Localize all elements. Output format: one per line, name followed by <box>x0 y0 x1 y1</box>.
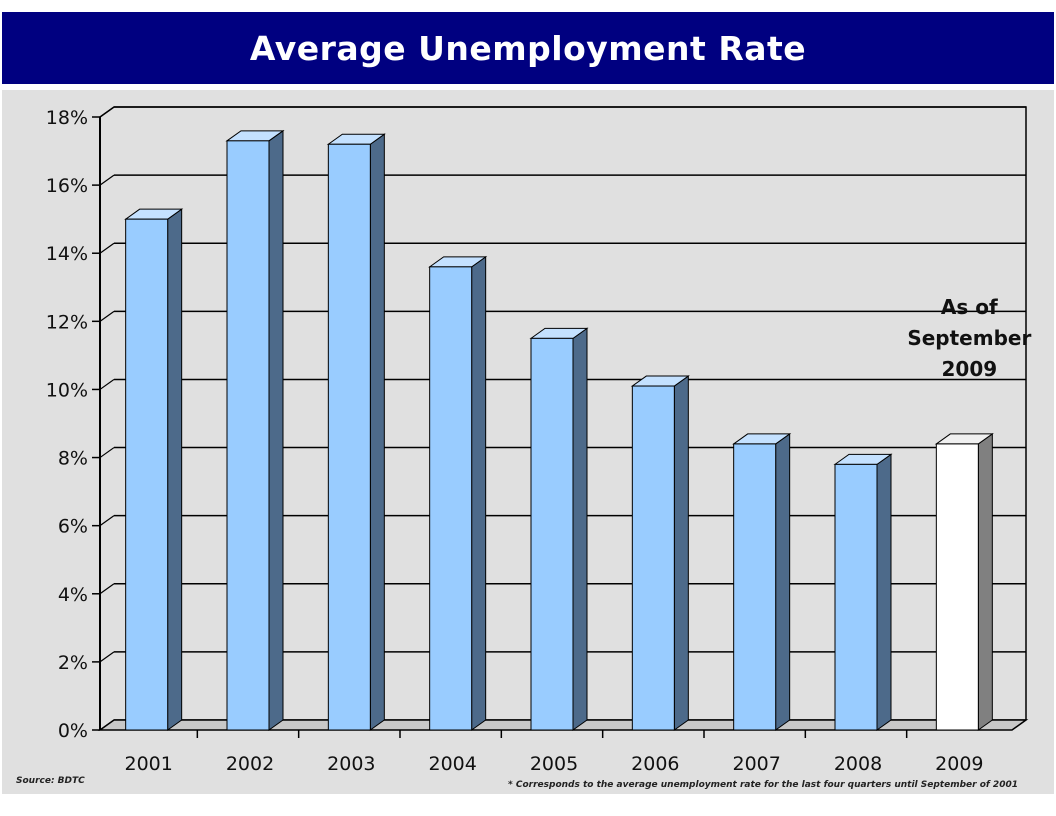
bar-2002-side <box>268 129 284 731</box>
chart-title-bar: Average Unemployment Rate <box>2 12 1054 84</box>
x-tick-label-2004: 2004 <box>428 753 476 775</box>
bar-2007-side <box>775 432 791 731</box>
bar-2008 <box>834 463 878 731</box>
gridline-depth <box>99 174 115 186</box>
y-tick-label: 6% <box>58 516 88 538</box>
bar-2005 <box>530 337 574 731</box>
bar-2004-side <box>471 255 487 731</box>
gridline-depth <box>99 651 115 663</box>
x-tick-label-2008: 2008 <box>834 753 882 775</box>
bar-2001 <box>125 218 169 731</box>
y-tick-label: 8% <box>58 448 88 470</box>
y-tick-label: 4% <box>58 584 88 606</box>
chart-title: Average Unemployment Rate <box>249 28 807 68</box>
gridline-depth <box>99 242 115 254</box>
bar-2003 <box>327 143 371 731</box>
bar-2004 <box>429 266 473 731</box>
gridline-depth <box>99 447 115 459</box>
bar-2009-side <box>977 432 993 731</box>
x-tick-label-2003: 2003 <box>327 753 375 775</box>
y-tick-label: 12% <box>46 311 88 333</box>
x-tick-label-2007: 2007 <box>732 753 780 775</box>
bar-2006-side <box>673 375 689 731</box>
y-tick-label: 10% <box>46 379 88 401</box>
x-tick-label-2002: 2002 <box>226 753 274 775</box>
y-tick-label: 18% <box>46 107 88 129</box>
bar-2006 <box>631 385 675 731</box>
y-tick-label: 0% <box>58 720 88 742</box>
annotation-line: September <box>907 326 1031 350</box>
annotation-line: As of <box>941 295 998 319</box>
bar-chart: 0% 2% 4% 6% 8% 10% 12% 14% 16% 18% 2001 2002 2003 200… <box>16 106 1031 790</box>
y-tick-label: 16% <box>46 175 88 197</box>
x-tick-label-2001: 2001 <box>124 753 172 775</box>
x-tick-label-2006: 2006 <box>631 753 679 775</box>
x-tick-label-2005: 2005 <box>530 753 578 775</box>
y-tick-label: 14% <box>46 243 88 265</box>
gridline-depth <box>99 515 115 527</box>
bar-2005-side <box>572 327 588 731</box>
bar-2009 <box>935 443 979 731</box>
gridline-depth <box>99 310 115 322</box>
gridline-depth <box>99 378 115 390</box>
bar-2002 <box>226 140 270 731</box>
chart-area: 0% 2% 4% 6% 8% 10% 12% 14% 16% 18% 2001 2002 2003 200… <box>2 90 1054 794</box>
bar-2008-side <box>876 453 892 731</box>
footnote: * Corresponds to the average unemploymen… <box>508 780 1018 790</box>
annotation-line: 2009 <box>941 357 997 381</box>
bar-2007 <box>733 443 777 731</box>
gridline-depth <box>99 106 115 118</box>
source-note: Source: BDTC <box>16 776 85 786</box>
bar-2001-side <box>167 208 183 731</box>
bar-2003-side <box>369 133 385 731</box>
x-tick-label-2009: 2009 <box>935 753 983 775</box>
y-tick-label: 2% <box>58 652 88 674</box>
gridline-depth <box>99 583 115 595</box>
